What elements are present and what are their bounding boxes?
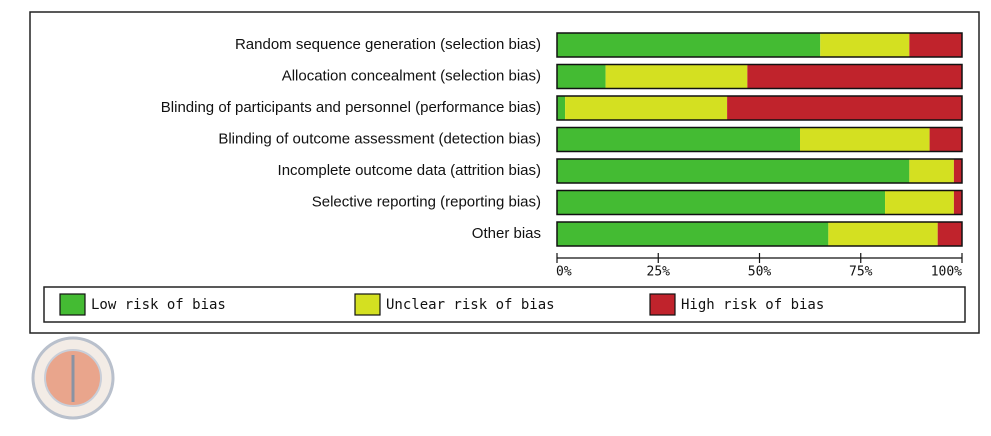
bar-segment — [557, 64, 606, 89]
bar-outline — [556, 158, 963, 184]
bar-outline — [556, 126, 963, 153]
bar-segment — [557, 190, 886, 215]
legend-frame — [43, 286, 966, 323]
legend-swatch — [354, 293, 381, 316]
legend-swatch — [649, 293, 676, 316]
x-tick-label: 25% — [647, 265, 671, 280]
bar-segment — [828, 222, 938, 246]
legend-swatch — [59, 293, 86, 316]
bar-outline — [556, 221, 963, 247]
bar-outline — [556, 32, 963, 58]
x-tick-label: 100% — [931, 265, 962, 280]
bar-segment — [909, 159, 954, 183]
bar-outline — [556, 95, 963, 121]
logo — [31, 336, 115, 420]
bar-segment — [885, 190, 954, 215]
bar-segment — [605, 64, 748, 89]
category-label: Allocation concealment (selection bias) — [282, 67, 541, 84]
bar-segment — [727, 96, 962, 120]
category-label: Incomplete outcome data (attrition bias) — [278, 162, 541, 179]
bar-segment — [747, 64, 962, 89]
bar-segment — [565, 96, 728, 120]
bar-outline — [556, 189, 963, 216]
legend-label: Low risk of bias — [91, 297, 226, 313]
bar-segment — [800, 127, 930, 152]
bar-segment — [953, 190, 962, 215]
category-label: Random sequence generation (selection bi… — [235, 36, 541, 53]
bar-segment — [557, 159, 910, 183]
bar-segment — [820, 33, 910, 57]
category-label: Other bias — [472, 225, 541, 242]
category-label: Blinding of participants and personnel (… — [161, 99, 541, 116]
bar-segment — [557, 222, 829, 246]
legend-label: High risk of bias — [681, 297, 824, 313]
x-tick-label: 0% — [556, 265, 572, 280]
bar-segment — [953, 159, 962, 183]
bar-segment — [557, 33, 821, 57]
bar-segment — [557, 96, 566, 120]
category-label: Selective reporting (reporting bias) — [312, 193, 541, 210]
x-tick-label: 50% — [748, 265, 772, 280]
legend-label: Unclear risk of bias — [386, 297, 555, 313]
bar-outline — [556, 63, 963, 90]
bar-segment — [937, 222, 962, 246]
category-label: Blinding of outcome assessment (detectio… — [218, 130, 541, 147]
x-tick-label: 75% — [849, 265, 873, 280]
bar-segment — [557, 127, 800, 152]
bar-segment — [929, 127, 962, 152]
bar-segment — [909, 33, 962, 57]
